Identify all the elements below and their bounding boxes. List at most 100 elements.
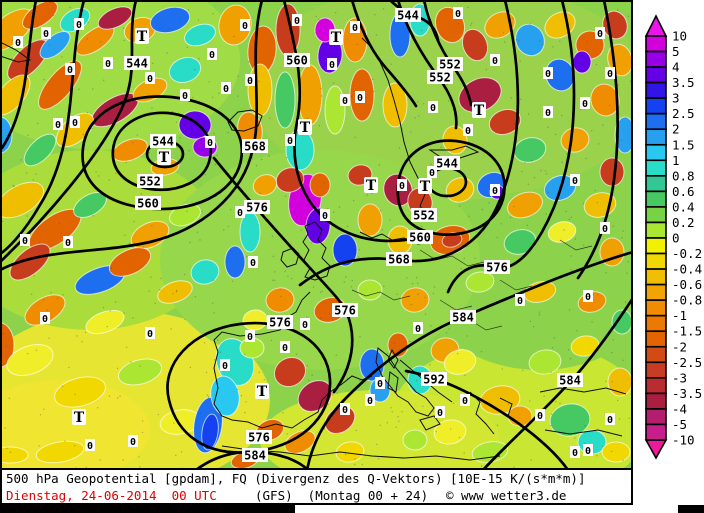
stipple-dot [48,337,50,339]
colorbar-cell [645,252,667,270]
stipple-dot [520,98,522,101]
stipple-dot [480,465,483,467]
stipple-dot [35,349,38,351]
stipple-dot [37,122,39,125]
zero-contour-label: 0 [41,27,51,40]
stipple-dot [122,459,124,461]
stipple-dot [611,450,613,453]
stipple-dot [207,396,210,398]
stipple-dot [343,281,345,283]
stipple-dot [372,78,374,81]
geopotential-label-box [267,315,293,329]
zero-contour-label: 0 [580,97,590,110]
zero-contour-label: 0 [350,21,360,34]
zero-label-text: 0 [399,181,405,192]
colorbar-cell [645,221,667,239]
field-cell [599,237,625,267]
stipple-dot [219,351,222,353]
low-marker-box [364,177,378,193]
zero-label-box [85,439,95,451]
stipple-dot [50,291,52,294]
stipple-dot [555,401,557,403]
stipple-dot [354,458,356,460]
stipple-dot [382,8,385,10]
stipple-dot [406,277,408,279]
zero-label-text: 0 [517,296,523,307]
stipple-dot [315,15,317,18]
stipple-dot [108,395,111,397]
stipple-dot [538,314,541,316]
stipple-dot [78,88,80,91]
zero-label-text: 0 [607,69,613,80]
colorbar-tick-label: 2 [672,122,680,137]
colorbar-cell [645,128,667,146]
stipple-dot [355,429,357,432]
zero-contour-label: 0 [300,318,310,331]
stipple-dot [125,107,127,110]
stipple-dot [168,28,170,30]
zero-label-box [340,403,350,415]
stipple-dot [450,428,452,430]
stipple-dot [521,170,523,173]
stipple-dot [6,447,8,450]
field-cell [441,232,463,248]
stipple-dot [11,58,13,60]
zero-contour-label: 0 [490,54,500,67]
zero-label-text: 0 [147,329,153,340]
stipple-dot [318,125,321,127]
stipple-dot [596,201,599,204]
stipple-dot [389,219,391,221]
geopotential-label-text: 552 [429,71,451,85]
stipple-dot [85,466,88,469]
stipple-dot [92,88,94,90]
stipple-dot [109,15,111,17]
geopotential-label-box [437,57,463,71]
stipple-dot [552,46,554,48]
stipple-dot [227,225,229,228]
stipple-dot [213,312,215,314]
geopotential-label-box [450,310,476,324]
geopotential-label-text: 584 [452,311,474,325]
zero-contour-label: 0 [220,359,230,372]
stipple-dot [453,402,455,404]
stipple-dot [86,38,89,40]
colorbar-tick-label: 0.4 [672,199,695,214]
zero-contour-label: 0 [583,290,593,303]
stipple-dot [140,193,142,195]
stipple-dot [237,75,239,78]
zero-label-box [128,435,138,447]
stipple-dot [151,225,153,227]
zero-label-box [605,413,615,425]
geopotential-contour-line [194,450,310,470]
zero-label-text: 0 [329,60,335,71]
zero-label-text: 0 [22,236,28,247]
stipple-dot [279,288,281,291]
weather-map-canvas: 0 0 0 0 0 0 0 0 0 0 0 0 0 0 0 0 0 0 0 0 0 0 0 0 0 0 0 0 0 0 0 0 0 0 0 0 0 0 0 0… [0,0,633,470]
stipple-dot [213,132,215,135]
zero-label-box [65,63,75,75]
stipple-dot [119,395,121,397]
stipple-dot [125,161,127,164]
stipple-dot [398,147,401,149]
geopotential-label: 584 [450,310,476,325]
stipple-dot [81,341,83,343]
stipple-dot [197,19,200,21]
geopotential-labels: 5445445445445525525525525605605605685685… [124,8,583,463]
stipple-dot [373,90,375,93]
colorbar-cell [645,143,667,162]
stipple-dot [217,339,219,341]
country-border [499,279,533,291]
stipple-dot [547,191,549,194]
stipple-dot [568,218,571,221]
stipple-dot [46,309,48,311]
stipple-dot [98,175,100,177]
stipple-dot [417,101,419,103]
low-marker-letter: T [420,179,431,195]
stipple-dot [517,39,520,42]
stipple-dot [430,163,432,165]
stipple-dot [418,115,420,117]
stipple-dot [192,96,194,99]
field-cell [24,294,66,326]
stipple-dot [411,282,414,285]
stipple-dot [297,33,299,35]
